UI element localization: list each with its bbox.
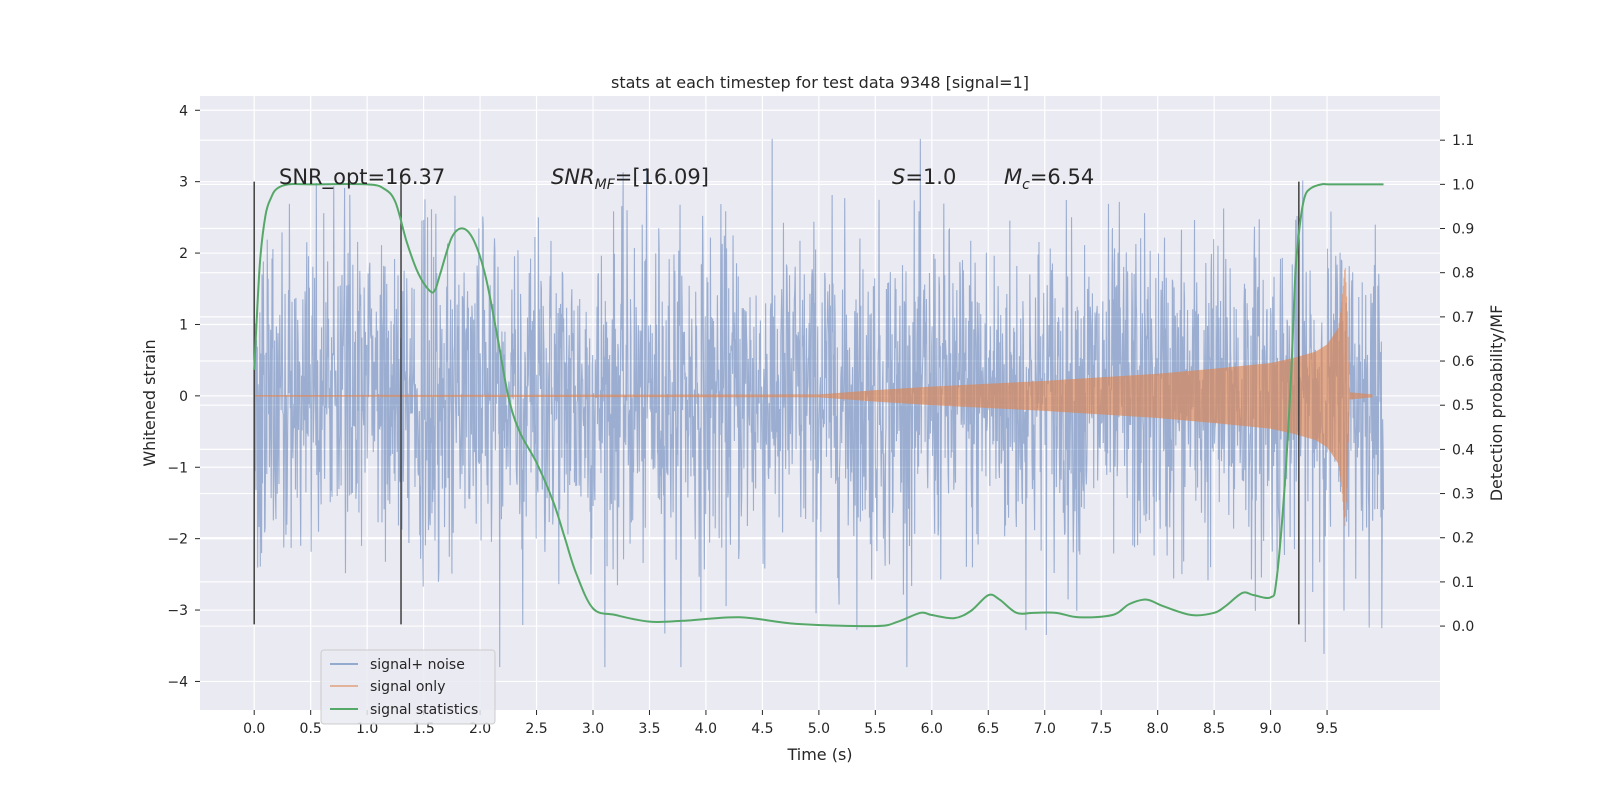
y-tick-label: 3: [179, 175, 188, 191]
y-axis-label: Whitened strain: [140, 339, 159, 466]
annotation-snr-mf-main: SNR: [551, 165, 595, 189]
y2-tick-label: 0.2: [1452, 531, 1474, 547]
y2-ticks: 1.1 1.0 0.9 0.8 0.7 0.6 0.5 0.4 0.3 0.2 0.1 0.0: [1440, 133, 1474, 635]
y-tick-label: −3: [167, 603, 188, 619]
legend-label-signal-statistics: signal statistics: [370, 702, 478, 718]
legend: signal+ noise signal only signal statist…: [320, 649, 496, 725]
legend-box: [320, 649, 496, 725]
x-tick-label: 8.0: [1147, 721, 1169, 737]
series-signal-statistics: [253, 183, 1384, 628]
x-tick-label: 8.5: [1203, 721, 1225, 737]
chart-title: stats at each timestep for test data 934…: [611, 73, 1029, 92]
annotation-s-value: =1.0: [905, 165, 956, 189]
y2-tick-label: 0.1: [1452, 575, 1474, 591]
x-tick-label: 6.5: [977, 721, 999, 737]
y-tick-label: 2: [179, 246, 188, 262]
x-tick-label: 1.0: [356, 721, 378, 737]
y2-tick-label: 0.6: [1452, 354, 1474, 370]
x-tick-label: 2.5: [525, 721, 547, 737]
y2-tick-label: 0.3: [1452, 487, 1474, 503]
y2-tick-label: 1.0: [1452, 177, 1474, 193]
x-tick-label: 3.5: [638, 721, 660, 737]
annotation-mc-value: =6.54: [1030, 165, 1094, 189]
x-tick-label: 2.0: [469, 721, 491, 737]
annotation-s: S=1.0: [892, 165, 956, 189]
signal-only-line: [253, 267, 1373, 527]
signal-statistics-line: [253, 183, 1384, 628]
x-tick-label: 5.5: [864, 721, 886, 737]
y2-tick-label: 0.5: [1452, 398, 1474, 414]
y2-tick-label: 1.1: [1452, 133, 1474, 149]
y-tick-label: −4: [167, 674, 188, 690]
annotation-mc-main: M: [1004, 165, 1022, 189]
signal-plus-noise-line: [253, 138, 1385, 668]
x-tick-label: 9.0: [1259, 721, 1281, 737]
y-tick-label: 1: [179, 317, 188, 333]
x-tick-label: 1.5: [412, 721, 434, 737]
x-tick-label: 0.0: [243, 721, 265, 737]
marker-lines: [253, 181, 1300, 625]
y-tick-label: 4: [179, 103, 188, 119]
annotation-snr-mf: SNRMF=[16.09]: [551, 165, 709, 193]
annotation-snr-opt: SNR_opt=16.37: [279, 165, 445, 190]
annotation-snr-mf-sub: MF: [595, 177, 616, 193]
y-ticks: 4 3 2 1 0 −1 −2 −3 −4: [167, 103, 200, 690]
x-tick-label: 9.5: [1316, 721, 1338, 737]
x-ticks: 0.0 0.5 1.0 1.5 2.0 2.5 3.0 3.5 4.0 4.5 5.0 5.5 6.0 6…: [243, 710, 1338, 737]
annotation-s-main: S: [892, 165, 905, 189]
y2-tick-label: 0.9: [1452, 222, 1474, 238]
y2-tick-label: 0.0: [1452, 619, 1474, 635]
annotation-mc-sub: c: [1022, 177, 1030, 193]
y-tick-label: −1: [167, 460, 188, 476]
legend-label-signal-plus-noise: signal+ noise: [370, 657, 465, 673]
legend-label-signal-only: signal only: [370, 679, 445, 695]
x-tick-label: 3.0: [582, 721, 604, 737]
series-signal-plus-noise: [253, 138, 1385, 668]
x-tick-label: 0.5: [300, 721, 322, 737]
y2-tick-label: 0.7: [1452, 310, 1474, 326]
y2-tick-label: 0.4: [1452, 442, 1474, 458]
series-signal-only: [253, 267, 1373, 527]
y-tick-label: 0: [179, 389, 188, 405]
y-tick-label: −2: [167, 532, 188, 548]
x-axis-label: Time (s): [786, 745, 852, 764]
x-tick-label: 4.0: [695, 721, 717, 737]
y2-tick-label: 0.8: [1452, 266, 1474, 282]
x-tick-label: 5.0: [808, 721, 830, 737]
y2-axis-label: Detection probability/MF: [1487, 305, 1506, 502]
x-tick-label: 7.5: [1090, 721, 1112, 737]
annotation-mc: Mc=6.54: [1004, 165, 1094, 193]
x-tick-label: 6.0: [921, 721, 943, 737]
x-tick-label: 4.5: [751, 721, 773, 737]
x-tick-label: 7.0: [1034, 721, 1056, 737]
annotation-snr-mf-value: =[16.09]: [615, 165, 709, 189]
